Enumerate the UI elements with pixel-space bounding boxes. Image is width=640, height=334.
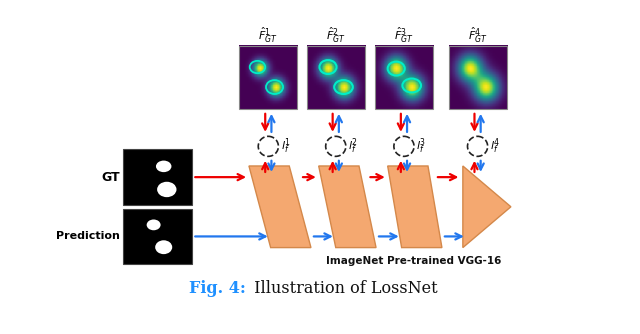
Bar [449, 46, 507, 109]
Text: Prediction: Prediction [56, 231, 120, 241]
Text: $l_f^4$: $l_f^4$ [490, 137, 500, 156]
Text: GT: GT [101, 171, 120, 184]
Text: Fig. 4:: Fig. 4: [189, 280, 246, 297]
Text: ImageNet Pre-trained VGG-16: ImageNet Pre-trained VGG-16 [326, 256, 501, 266]
Text: $\hat{F}_{GT}^{1}$: $\hat{F}_{GT}^{1}$ [259, 26, 278, 45]
Bar [123, 149, 193, 205]
Polygon shape [319, 166, 376, 247]
Text: $\hat{F}_{GT}^{2}$: $\hat{F}_{GT}^{2}$ [326, 26, 346, 45]
Text: $l_f^2$: $l_f^2$ [348, 137, 358, 156]
Text: $\hat{F}_{GT}^{4}$: $\hat{F}_{GT}^{4}$ [468, 26, 488, 45]
Text: $l_f^1$: $l_f^1$ [281, 137, 291, 156]
Text: $\hat{F}_{GT}^{3}$: $\hat{F}_{GT}^{3}$ [394, 26, 414, 45]
Ellipse shape [147, 219, 161, 230]
Bar [375, 46, 433, 109]
Text: Illustration of LossNet: Illustration of LossNet [249, 280, 438, 297]
Bar [307, 46, 365, 109]
Text: $l_f^3$: $l_f^3$ [417, 137, 426, 156]
Ellipse shape [157, 182, 177, 197]
Bar [239, 46, 298, 109]
Polygon shape [388, 166, 442, 247]
Bar [123, 209, 193, 264]
Ellipse shape [156, 161, 172, 172]
Polygon shape [249, 166, 311, 247]
Ellipse shape [155, 240, 172, 254]
Polygon shape [463, 166, 511, 247]
